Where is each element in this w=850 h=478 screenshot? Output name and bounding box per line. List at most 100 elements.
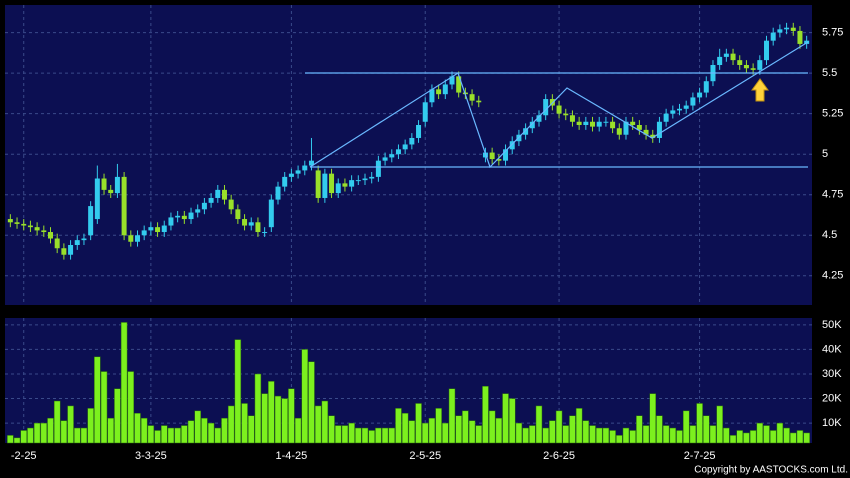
volume-bar [201,417,208,444]
candle-body [108,189,114,194]
candle-body [54,238,60,249]
candle-body [375,160,381,177]
volume-bar [87,408,94,444]
candle-body [315,170,321,198]
candle-body [670,110,676,114]
volume-bar [669,427,677,444]
candle-body [355,180,361,182]
x-tick-label: 3-3-25 [135,450,167,462]
candle-body [168,217,174,226]
candle-body [121,176,127,236]
candle-body [409,137,415,145]
candle-body [636,125,642,130]
volume-bars [7,322,810,444]
candle-body [623,121,629,135]
candle-body [369,176,375,179]
candle-body [509,141,515,150]
volume-bar [241,403,248,444]
candle-body [576,121,582,125]
pattern-line [309,41,809,169]
candle-body [590,121,596,127]
volume-bar [375,427,382,444]
volume-bar [20,430,27,444]
volume-bar [783,427,790,444]
volume-bar [462,410,469,444]
candle-body [777,29,783,33]
volume-bar [40,422,48,444]
x-tick-label: 2-6-25 [543,450,575,462]
candle-body [583,121,589,125]
arrow-icon [751,78,769,102]
candle-body [242,219,248,226]
y-tick-label: 5.25 [822,108,843,120]
volume-bar [682,410,690,444]
candle-body [784,27,790,30]
y-tick-label: 10K [822,417,842,429]
candle-body [215,189,221,198]
volume-bar [47,417,54,444]
volume-bar [154,430,161,444]
volume-bar [401,413,409,444]
volume-bar [709,425,717,444]
trend-lines [305,41,809,169]
volume-bar [80,427,88,444]
candle-body [743,65,749,69]
volume-bar [522,427,529,444]
volume-bar [147,425,155,444]
volume-bar [181,425,188,444]
volume-bar [388,427,396,444]
candle-body [322,173,328,198]
volume-bar [749,430,757,444]
candle-body [114,176,120,194]
y-tick-label: 4.5 [822,229,837,241]
volume-bar [736,430,743,444]
candles [7,22,810,260]
volume-bar [120,322,128,444]
volume-bar [515,422,523,444]
y-tick-label: 50K [822,319,842,331]
volume-bar [247,415,255,444]
candle-body [195,209,201,213]
candle-body [717,56,723,65]
candle-body [308,160,314,166]
volume-bar [261,393,268,444]
candle-body [603,121,609,123]
volume-bar [314,405,322,444]
candle-body [469,94,475,101]
volume-bar [428,417,436,444]
volume-bar [769,430,777,444]
candle-body [362,178,368,181]
volume-bar [100,371,108,444]
volume-bar [187,420,195,444]
volume-bar [716,405,723,444]
candle-body [7,219,13,223]
candle-body [248,222,254,226]
volume-bar [334,425,342,444]
candle-body [47,232,53,239]
volume-bar [308,361,315,444]
candle-body [349,180,355,187]
volume-bar [254,373,262,444]
candle-body [41,230,47,233]
candle-body [342,183,348,187]
y-tick-label: 4.75 [822,189,843,201]
volume-bar [321,400,329,444]
volume-bar [703,415,710,444]
y-tick-label: 40K [822,343,842,355]
volume-bar [756,422,764,444]
price-panel [5,5,812,305]
volume-bar [234,339,242,444]
candle-body [161,225,167,233]
volume-bar [529,425,536,444]
volume-bar [535,405,543,444]
volume-bar [475,425,483,444]
candle-body [489,152,495,160]
candle-body [630,121,636,125]
volume-bar [355,427,362,444]
volume-bar [194,410,201,444]
x-tick-label: 2-7-25 [684,450,716,462]
volume-bar [542,427,549,444]
candle-body [683,105,689,109]
candle-body [543,99,549,116]
volume-bar [508,398,516,444]
